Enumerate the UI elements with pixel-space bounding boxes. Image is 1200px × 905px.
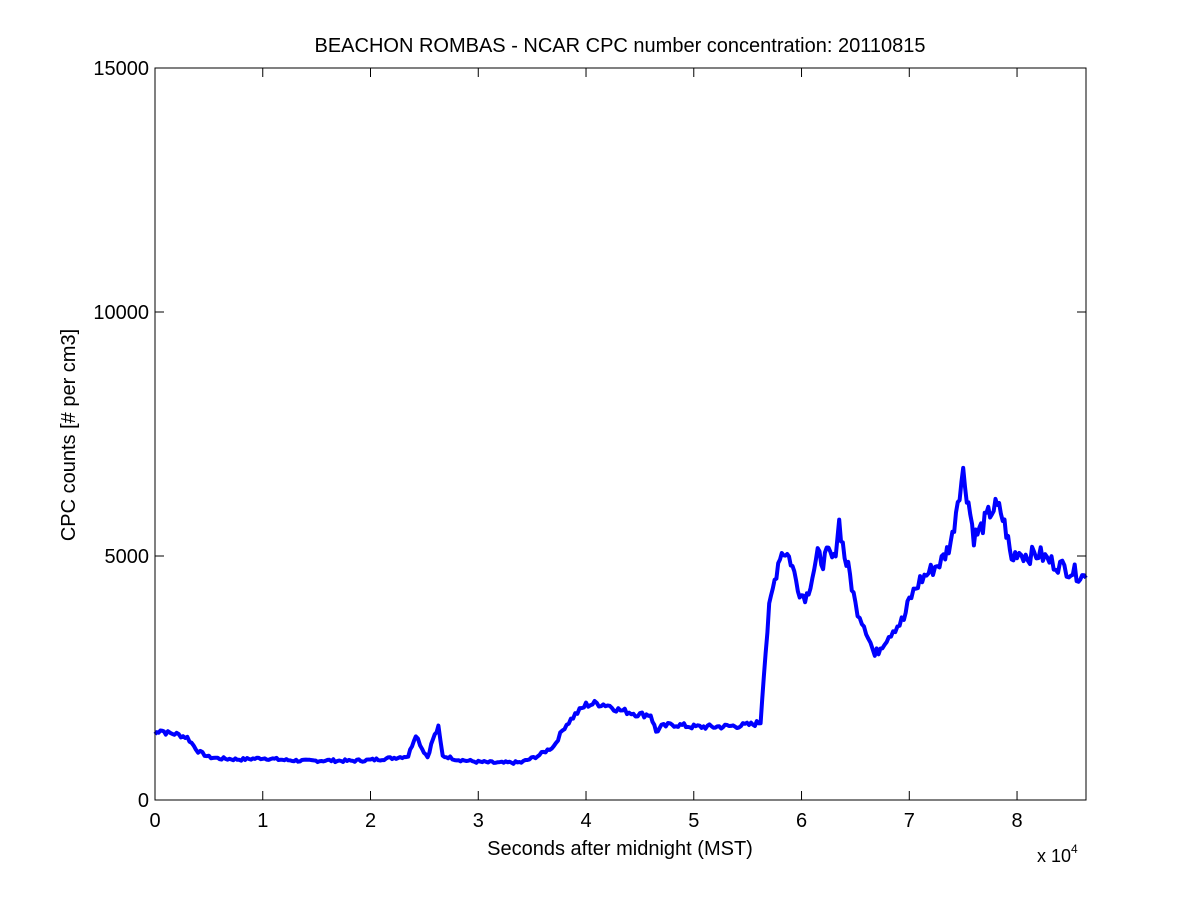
x-tick-label: 5	[688, 810, 699, 832]
y-tick-label: 10000	[93, 302, 149, 324]
y-axis-label: CPC counts [# per cm3]	[58, 329, 80, 541]
y-tick-label: 15000	[93, 58, 149, 80]
x-axis-multiplier-exponent: 4	[1071, 842, 1078, 856]
x-axis-label: Seconds after midnight (MST)	[487, 838, 753, 860]
y-tick-label: 0	[138, 790, 149, 812]
plot-area: 0 1 2 3 4 5 6 7 8 0 5000 10000 15000	[93, 58, 1088, 832]
x-axis-multiplier: x 104	[1037, 842, 1078, 866]
axes-box	[154, 67, 1087, 801]
x-tick-label: 0	[149, 810, 160, 832]
x-tick-label: 7	[904, 810, 915, 832]
x-tick-label: 8	[1011, 810, 1022, 832]
x-axis-multiplier-base: x 10	[1037, 846, 1071, 866]
x-tick-label: 6	[796, 810, 807, 832]
x-tick-label: 1	[257, 810, 268, 832]
chart-title: BEACHON ROMBAS - NCAR CPC number concent…	[315, 35, 926, 57]
data-line-series-1	[153, 465, 1088, 766]
x-tick-label: 2	[365, 810, 376, 832]
x-tick-label: 4	[580, 810, 591, 832]
x-tick-label: 3	[473, 810, 484, 832]
y-tick-label: 5000	[105, 546, 150, 568]
